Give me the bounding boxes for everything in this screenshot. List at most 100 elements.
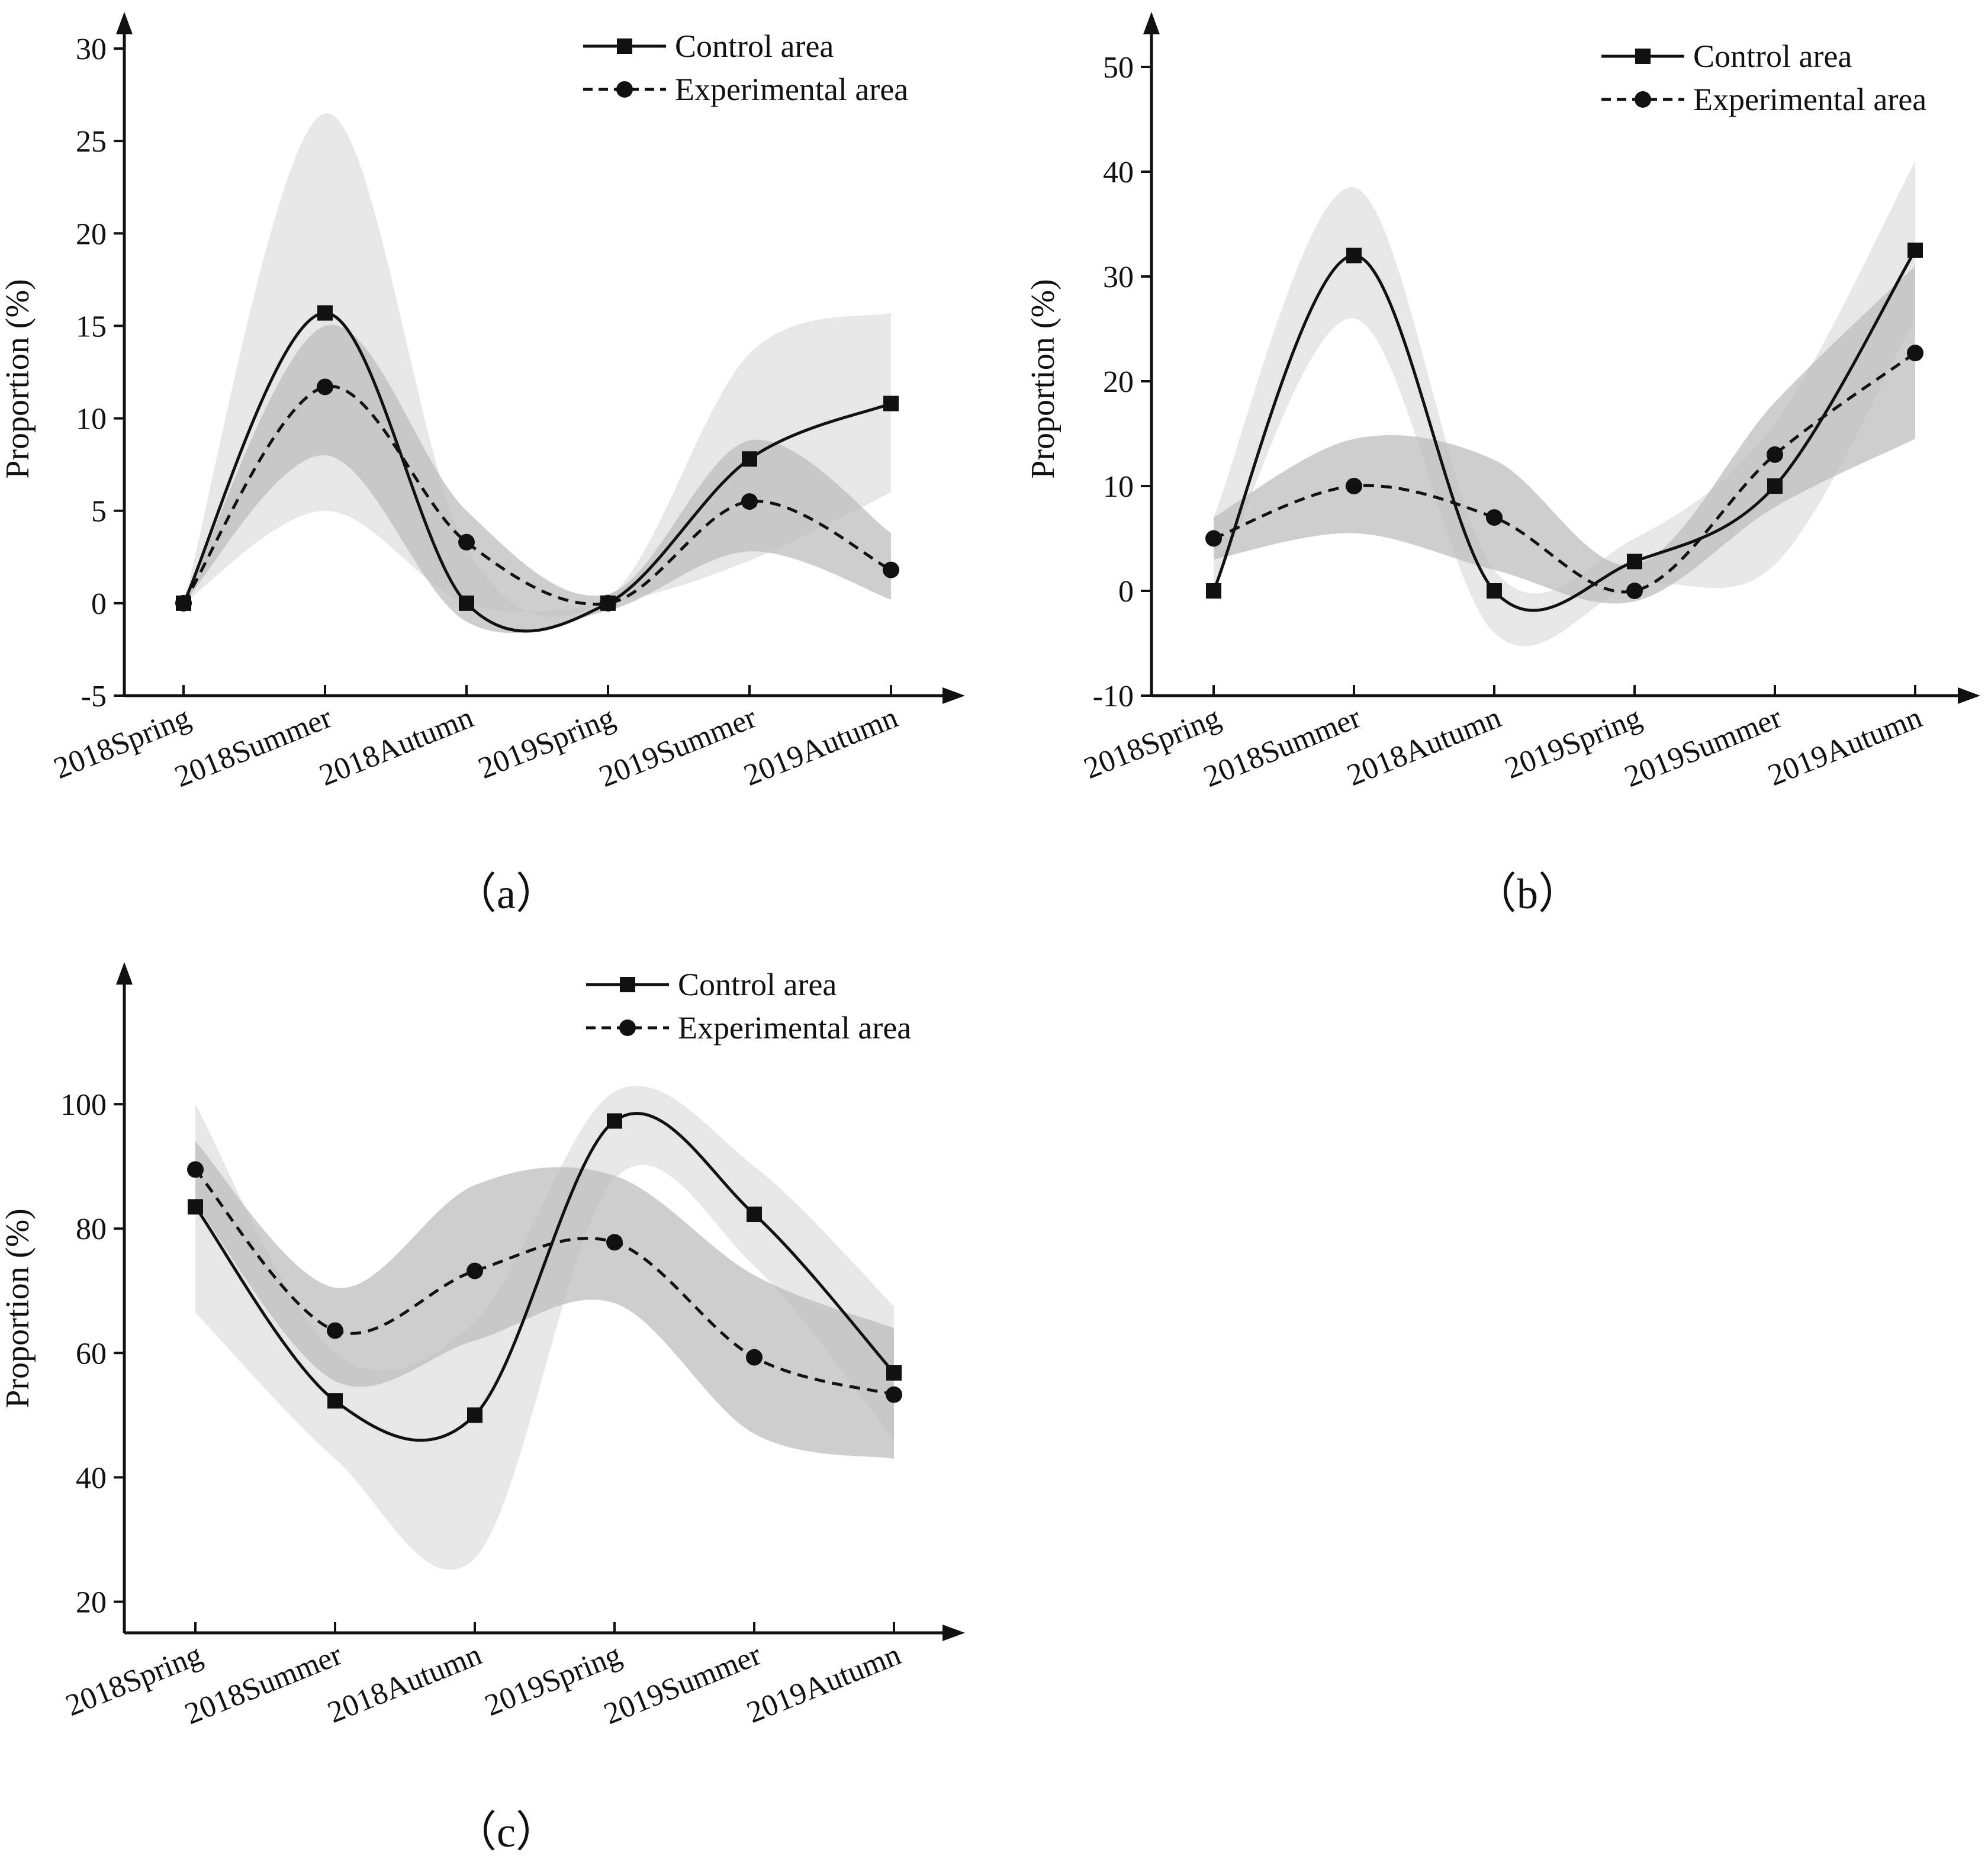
data-point-experimental [1907, 345, 1923, 362]
y-tick-label: 50 [1103, 51, 1134, 85]
y-tick-label: 60 [76, 1337, 107, 1371]
legend-marker-control [617, 38, 632, 54]
data-point-control [1907, 242, 1923, 258]
legend-marker-experimental [616, 81, 633, 98]
data-point-experimental [746, 1349, 763, 1366]
x-tick-label: 2018Spring [49, 700, 195, 786]
y-tick-label: 20 [76, 217, 107, 251]
y-tick-label: 10 [1103, 470, 1134, 504]
series-line-experimental [194, 1168, 895, 1397]
data-point-experimental [606, 1234, 623, 1251]
y-tick-label: 40 [1103, 156, 1134, 189]
data-point-experimental [467, 1262, 483, 1279]
y-tick-label: 5 [91, 495, 107, 529]
legend-label: Control area [675, 28, 834, 64]
panel-caption-a: （a） [454, 870, 558, 918]
x-tick-label: 2019Spring [474, 700, 619, 786]
legend-label: Control area [1693, 38, 1852, 74]
legend-marker-experimental [619, 1019, 636, 1036]
x-tick-label: 2018Summer [1199, 700, 1365, 794]
y-axis-label: Proportion (%) [1025, 279, 1061, 479]
x-axis-arrow [1958, 687, 1980, 704]
data-point-experimental [458, 533, 475, 551]
x-tick-label: 2019Autumn [1764, 700, 1927, 793]
chart-b: -10010203040502018Spring2018Summer2018Au… [1025, 12, 1980, 794]
data-point-experimental [1486, 509, 1503, 526]
y-tick-label: 20 [1103, 365, 1134, 399]
y-tick-label: 15 [76, 310, 107, 343]
x-tick-label: 2018Autumn [323, 1638, 487, 1730]
y-tick-label: 25 [76, 125, 107, 159]
data-point-control [742, 451, 757, 467]
x-axis-arrow [942, 1625, 965, 1641]
y-axis-arrow [116, 12, 133, 34]
data-point-control [1627, 554, 1642, 570]
data-point-experimental [741, 493, 758, 510]
y-axis-label: Proportion (%) [0, 1208, 36, 1408]
y-tick-label: 10 [76, 403, 107, 436]
data-point-control [1767, 478, 1783, 494]
chart-a: -5 0 5 10 15 20 25 30 2018Spring2018Summer2018Au… [0, 12, 965, 794]
data-point-control [1346, 247, 1362, 263]
legend-label: Experimental area [675, 72, 908, 107]
data-point-control [188, 1199, 203, 1215]
legend-marker-control [1635, 49, 1651, 64]
legend-marker-control [620, 977, 635, 992]
data-point-control [747, 1207, 762, 1223]
data-point-control [317, 305, 333, 321]
y-tick-label: 30 [1103, 260, 1134, 294]
legend-marker-experimental [1635, 91, 1651, 108]
data-point-experimental [1626, 583, 1643, 599]
data-point-experimental [886, 1386, 902, 1403]
series-line-control [1212, 249, 1917, 612]
x-tick-label: 2019Summer [599, 1638, 765, 1731]
series-line-experimental [1213, 352, 1916, 594]
panel-caption-b: （b） [1474, 870, 1581, 918]
x-tick-label: 2018Autumn [315, 700, 478, 793]
data-point-control [1487, 583, 1502, 599]
x-tick-label: 2018Summer [170, 700, 336, 794]
data-point-experimental [1346, 478, 1362, 494]
confidence-band-experimental [1214, 266, 1915, 604]
data-point-control [883, 395, 899, 411]
y-tick-label: 100 [60, 1088, 107, 1122]
y-tick-label: 40 [76, 1461, 107, 1495]
x-tick-label: 2018Autumn [1343, 700, 1506, 793]
data-point-experimental [187, 1161, 204, 1178]
legend-label: Experimental area [678, 1010, 911, 1046]
y-tick-label: 0 [91, 587, 107, 621]
data-point-experimental [600, 594, 616, 612]
x-axis-arrow [942, 687, 965, 704]
y-tick-label: -5 [81, 680, 107, 713]
data-point-experimental [327, 1322, 343, 1339]
panel-caption-c: （c） [454, 1809, 558, 1856]
x-tick-label: 2018Summer [180, 1638, 346, 1731]
data-point-experimental [1767, 446, 1783, 463]
data-point-control [327, 1393, 343, 1409]
y-axis-arrow [116, 962, 133, 985]
y-axis-label: Proportion (%) [0, 279, 36, 479]
data-point-control [467, 1407, 482, 1423]
data-point-control [886, 1365, 902, 1381]
y-axis-arrow [1143, 12, 1160, 34]
data-point-experimental [175, 594, 192, 612]
data-point-experimental [1205, 530, 1222, 547]
y-tick-label: 80 [76, 1212, 107, 1246]
legend-label: Control area [678, 967, 837, 1002]
y-tick-label: 0 [1118, 575, 1134, 609]
x-tick-label: 2019Summer [594, 700, 761, 794]
data-point-experimental [883, 561, 899, 578]
x-tick-label: 2019Autumn [742, 1638, 906, 1730]
data-point-experimental [317, 378, 333, 395]
y-tick-label: 20 [76, 1585, 107, 1619]
data-point-control [607, 1113, 622, 1129]
x-tick-label: 2019Autumn [739, 700, 903, 793]
confidence-band-control [195, 1086, 894, 1570]
data-point-control [459, 595, 474, 611]
chart-c: 204060801002018Spring2018Summer2018Autum… [0, 962, 965, 1731]
series-line-control [194, 1112, 895, 1442]
legend-label: Experimental area [1693, 82, 1926, 117]
x-tick-label: 2019Summer [1620, 700, 1786, 794]
confidence-band-experimental [195, 1141, 894, 1459]
